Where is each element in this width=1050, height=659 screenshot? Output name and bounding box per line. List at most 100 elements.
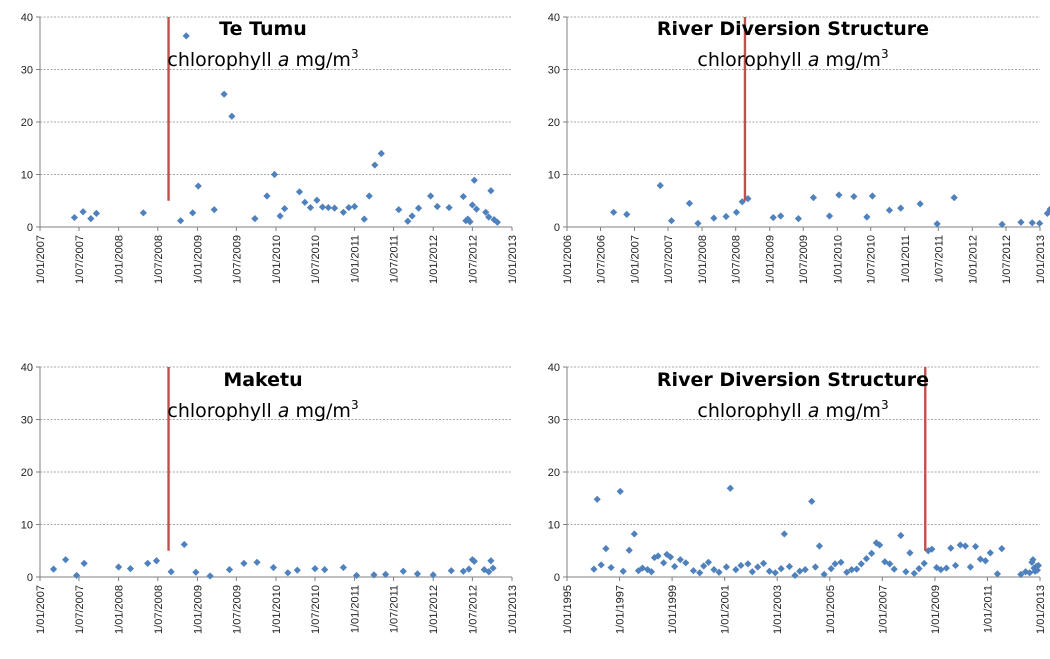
data-point	[311, 565, 319, 573]
data-point	[660, 559, 668, 567]
chart-subtitle: chlorophyll a mg/m3	[697, 398, 888, 422]
data-point	[610, 208, 618, 216]
data-point	[656, 181, 664, 190]
data-point	[616, 487, 624, 496]
data-point	[602, 545, 610, 553]
data-point	[848, 566, 856, 574]
x-tick-label: 1/01/2007	[630, 235, 642, 284]
data-point	[182, 32, 190, 40]
subtitle-unit: mg/m	[819, 49, 881, 71]
chart-subtitle: chlorophyll a mg/m3	[167, 398, 358, 422]
x-tick-label: 1/07/2009	[231, 235, 243, 284]
chart-maketu: 0 10 20 30 40 1/01/2007 1/07/2007 1/01/2008 1/07…	[21, 362, 519, 634]
data-point	[897, 204, 905, 212]
chart-river-diversion-structure-1995: 0 10 20 30 40 1/01/1995 1/01/1997 1/01/1999 1/01…	[548, 362, 1047, 634]
subtitle-text: chlorophyll	[697, 400, 807, 422]
subtitle-unit: mg/m	[289, 400, 351, 422]
data-point	[180, 540, 188, 549]
data-point	[886, 560, 894, 568]
data-point	[906, 549, 914, 557]
data-point	[694, 219, 702, 227]
y-tick-label: 20	[548, 117, 560, 129]
data-point	[192, 568, 200, 576]
x-tick-label: 1/01/2010	[832, 235, 844, 284]
data-point	[485, 568, 493, 576]
data-point	[152, 557, 161, 565]
x-tick-label: 1/07/2007	[74, 235, 86, 284]
y-tick-label: 30	[21, 415, 33, 427]
chart-title: River Diversion Structure	[657, 369, 929, 391]
data-point	[650, 553, 659, 562]
x-tick-label: 1/01/1997	[615, 585, 627, 634]
data-point	[360, 215, 368, 223]
data-point	[590, 565, 598, 573]
x-tick-label: 1/01/2011	[350, 585, 362, 633]
data-point	[482, 208, 490, 216]
data-point	[704, 558, 713, 566]
chart-title: Maketu	[223, 369, 302, 391]
data-point	[643, 566, 652, 574]
data-point	[350, 202, 359, 211]
data-point	[1017, 570, 1025, 578]
data-point	[915, 565, 923, 573]
x-tick-label: 1/07/2011	[389, 235, 401, 283]
data-point	[489, 564, 497, 572]
data-point	[937, 566, 945, 574]
data-point	[976, 555, 984, 563]
data-point	[352, 571, 361, 580]
data-point	[365, 192, 373, 200]
data-point	[459, 567, 467, 575]
data-point	[433, 202, 441, 211]
data-point	[765, 567, 774, 575]
data-point	[167, 568, 175, 576]
data-point	[485, 213, 493, 221]
x-tick-label: 1/01/2008	[114, 585, 126, 634]
data-point	[293, 566, 301, 574]
x-tick-label: 1/01/2013	[507, 235, 519, 284]
x-tick-label: 1/01/2012	[428, 235, 440, 284]
data-point	[1017, 218, 1025, 226]
data-point	[863, 213, 871, 221]
data-point	[835, 191, 843, 199]
subtitle-italic: a	[808, 49, 820, 71]
subtitle-italic: a	[808, 400, 820, 422]
data-point	[408, 212, 416, 220]
subtitle-superscript: 3	[351, 398, 359, 412]
data-point	[339, 563, 347, 572]
x-tick-label: 1/01/2005	[825, 585, 837, 634]
data-point	[377, 149, 385, 158]
data-point	[933, 563, 941, 572]
data-point	[413, 570, 422, 578]
x-tick-label: 1/01/2010	[271, 585, 283, 634]
x-tick-label: 1/07/2012	[467, 235, 479, 284]
data-point	[399, 567, 407, 575]
data-point	[710, 566, 718, 574]
data-point	[993, 570, 1002, 578]
y-tick-label: 20	[548, 467, 560, 479]
data-point	[73, 571, 81, 580]
x-tick-label: 1/01/2009	[192, 235, 204, 284]
data-point	[194, 182, 202, 190]
data-point	[447, 567, 455, 575]
data-point	[654, 552, 662, 560]
data-point	[263, 192, 271, 200]
data-point	[808, 497, 816, 505]
x-tick-label: 1/07/2011	[389, 585, 401, 633]
data-point	[916, 200, 924, 208]
data-point	[971, 542, 980, 551]
x-tick-label: 1/07/2008	[153, 585, 165, 634]
data-point	[313, 196, 321, 204]
y-tick-label: 10	[548, 520, 560, 532]
data-point	[986, 549, 994, 557]
data-point	[850, 192, 858, 201]
data-point	[459, 192, 467, 201]
x-tick-label: 1/01/2006	[562, 235, 574, 284]
data-point	[270, 170, 279, 179]
data-point	[827, 565, 835, 573]
x-tick-label: 1/07/2008	[153, 235, 165, 284]
x-tick-label: 1/01/2009	[192, 585, 204, 634]
x-tick-label: 1/01/2008	[697, 235, 709, 284]
data-point	[253, 558, 261, 566]
chart-subtitle: chlorophyll a mg/m3	[167, 47, 358, 71]
x-tick-label: 1/01/2013	[1035, 235, 1047, 284]
